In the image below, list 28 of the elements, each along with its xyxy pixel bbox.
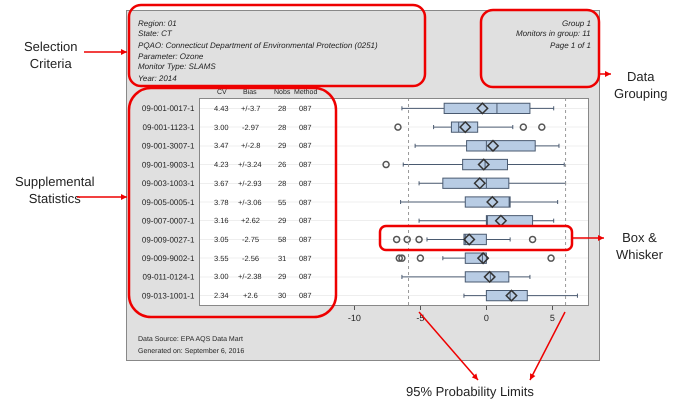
text: Parameter: Ozone: [138, 52, 204, 61]
text: Monitors in group: 11: [516, 29, 591, 38]
text: Supplemental Statistics: [15, 174, 95, 206]
y-tick-label: 09-011-0124-1: [142, 272, 195, 282]
y-tick-label: 09-001-9003-1: [142, 160, 195, 170]
text: PQAO: Connecticut Department of Environmental Protection (0251): [138, 41, 378, 50]
text: Selection Criteria: [24, 39, 78, 71]
y-tick-label: 09-005-0005-1: [142, 198, 195, 207]
text: Page 1 of 1: [550, 41, 591, 50]
y-tick-label: 09-001-1123-1: [142, 122, 195, 132]
text: 95% Probability Limits: [406, 384, 534, 399]
text: Monitor Type: SLAMS: [138, 62, 216, 71]
x-tick-label: -10: [348, 312, 361, 323]
y-tick-label: 09-001-3007-1: [142, 142, 195, 151]
y-tick-label: 09-003-1003-1: [142, 179, 195, 188]
y-tick-label: 09-001-0017-1: [142, 104, 195, 114]
y-tick-label: 09-007-0007-1: [142, 216, 195, 226]
text: Group 1: [562, 19, 591, 28]
text: Year: 2014: [138, 74, 178, 83]
x-tick-label: 0: [484, 312, 489, 323]
y-tick-label: 09-009-9002-1: [142, 254, 195, 263]
y-tick-label: 09-013-1001-1: [142, 291, 195, 300]
x-tick-label: 5: [550, 312, 555, 323]
y-tick-label: 09-009-0027-1: [142, 235, 195, 244]
text: Data Grouping: [614, 69, 668, 101]
text: Region: 01: [138, 19, 177, 28]
text: Box & Whisker: [616, 230, 664, 262]
text: State: CT: [138, 29, 173, 38]
